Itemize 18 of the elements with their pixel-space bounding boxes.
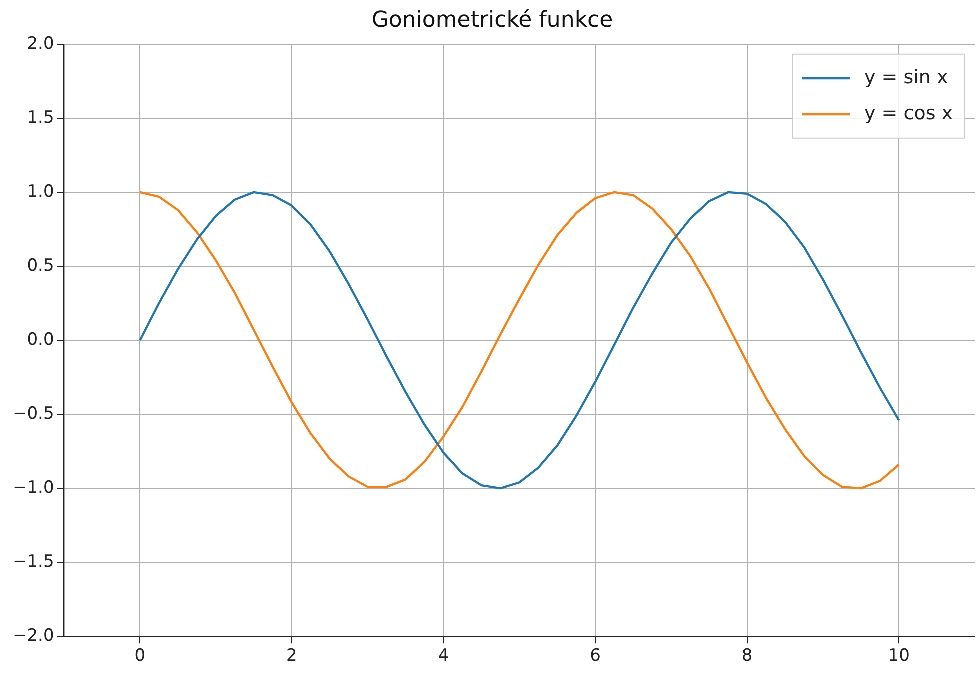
y-tick-label: −0.5 — [13, 404, 54, 424]
y-tick-label: 1.5 — [27, 108, 54, 128]
x-tick-label: 10 — [888, 646, 910, 666]
legend-label: y = sin x — [864, 66, 948, 88]
x-tick-label: 0 — [134, 646, 146, 666]
y-tick-label: −1.0 — [13, 478, 54, 498]
chart-title: Goniometrické funkce — [372, 8, 614, 33]
y-tick-label: −1.5 — [13, 552, 54, 572]
y-tick-label: 2.0 — [27, 34, 54, 54]
legend-label: y = cos x — [864, 102, 954, 124]
y-tick-label: 1.0 — [27, 182, 54, 202]
x-tick-label: 8 — [742, 646, 753, 666]
y-tick-label: 0.5 — [27, 256, 54, 276]
x-tick-label: 2 — [286, 646, 298, 666]
x-tick-label: 4 — [438, 646, 450, 666]
x-tick-label: 6 — [590, 646, 601, 666]
y-tick-label: 0.0 — [27, 330, 54, 350]
y-tick-label: −2.0 — [13, 626, 54, 646]
